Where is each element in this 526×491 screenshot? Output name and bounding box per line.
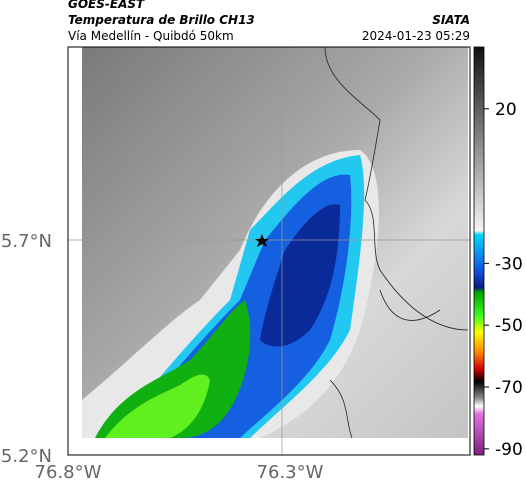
map-frame [67,46,471,456]
map-image [82,46,469,439]
y-label: 5.2°N [1,446,52,467]
x-label: 76.8°W [35,462,102,483]
title: Temperatura de Brillo CH13 [68,13,255,27]
colorbar-tick-label: -50 [495,316,523,336]
location-star [255,234,269,247]
source: SIATA [432,13,470,27]
colorbar-ticks: 20 -30 -50 -70 -90 [484,100,523,460]
datetime: 2024-01-23 05:29 [362,29,470,43]
satellite: GOES-EAST [68,0,145,11]
colorbar [473,46,485,456]
colorbar-tick-label: 20 [495,100,517,120]
colorbar-tick-label: -30 [495,254,523,274]
subtitle: Vía Medellín - Quibdó 50km [68,29,234,43]
colorbar-tick-label: -70 [495,378,523,398]
y-label: 5.7°N [1,231,52,252]
x-label: 76.3°W [257,462,324,483]
colorbar-tick-label: -90 [495,440,523,460]
